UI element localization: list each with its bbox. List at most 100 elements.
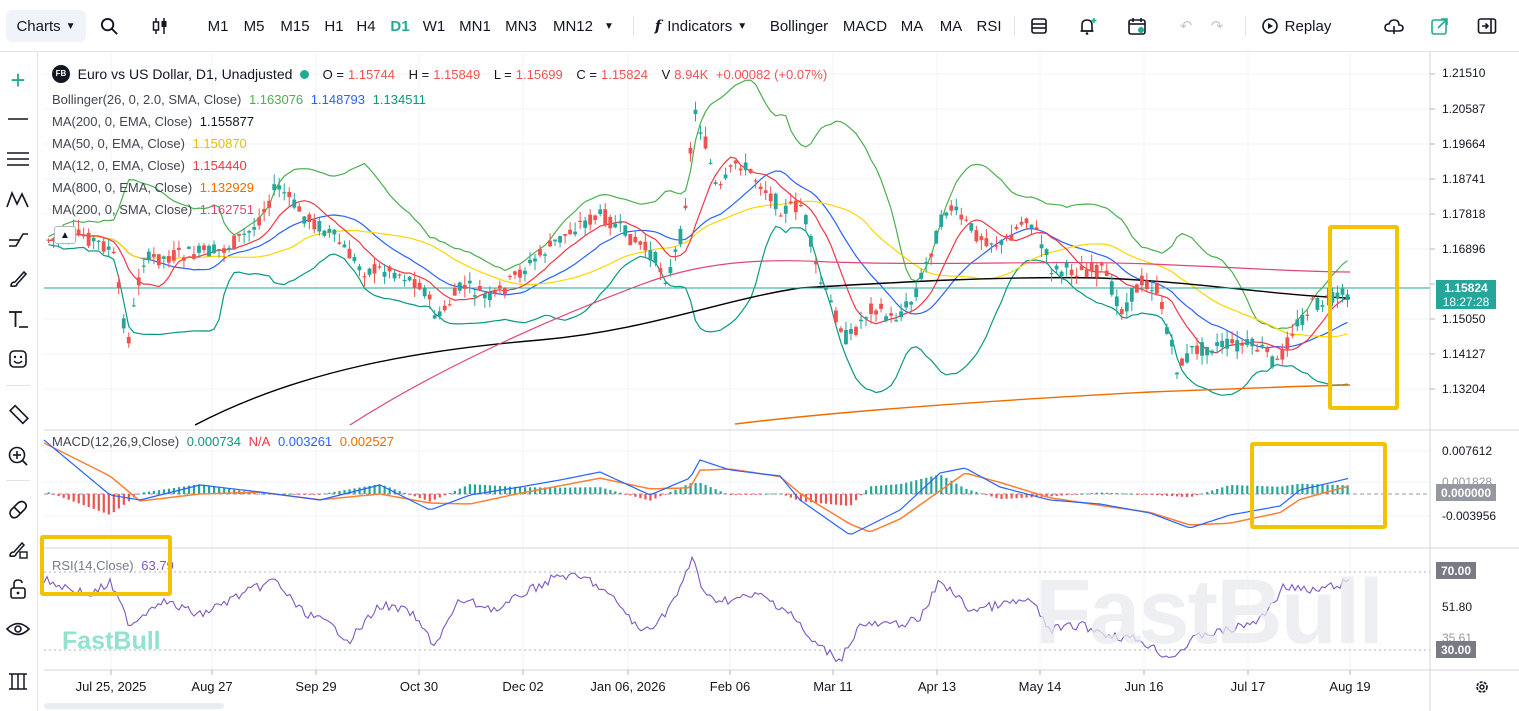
macd-histogram-bar	[920, 478, 923, 494]
cloud-save-button[interactable]	[1380, 10, 1408, 42]
alert-button[interactable]	[1075, 10, 1101, 42]
macd-histogram-bar	[1341, 485, 1344, 494]
quick-indicator-macd[interactable]: MACD	[840, 10, 890, 42]
lock-tool[interactable]	[4, 575, 32, 603]
macd-histogram-bar	[799, 494, 803, 502]
redo-button[interactable]: ↷	[1205, 10, 1229, 42]
timeframe-m1[interactable]: M1	[203, 10, 233, 42]
macd-histogram-bar	[1276, 486, 1279, 494]
ruler-tool[interactable]	[4, 400, 32, 428]
macd-histogram-bar	[323, 493, 326, 495]
quick-indicator-ma-2[interactable]: MA	[936, 10, 966, 42]
bollinger-legend[interactable]: Bollinger(26, 0, 2.0, SMA, Close) 1.1630…	[52, 92, 430, 107]
timeframe-h1[interactable]: H1	[320, 10, 348, 42]
macd-histogram-bar	[67, 494, 70, 500]
candle	[889, 313, 893, 316]
candle	[984, 238, 989, 247]
indicators-button[interactable]: f Indicators ▼	[647, 10, 755, 42]
candle	[51, 238, 56, 240]
candle	[1079, 265, 1084, 271]
pattern-tool[interactable]	[4, 185, 32, 213]
quick-indicator-rsi[interactable]: RSI	[973, 10, 1005, 42]
macd-histogram-bar	[202, 484, 206, 494]
text-tool[interactable]	[4, 305, 32, 333]
macd-histogram-bar	[1211, 490, 1214, 494]
zoom-in-tool[interactable]	[4, 442, 32, 470]
macd-histogram-bar	[1316, 484, 1319, 494]
projection-tool[interactable]	[4, 225, 32, 253]
candle	[829, 300, 833, 303]
rsi-legend[interactable]: RSI(14,Close) 63.79	[52, 558, 178, 573]
macd-legend[interactable]: MACD(12,26,9,Close) 0.000734 N/A 0.00326…	[52, 434, 398, 449]
ma200sma-legend[interactable]: MA(200, 0, SMA, Close) 1.162751	[52, 202, 258, 217]
templates-button[interactable]	[1026, 10, 1052, 42]
timeframe-h4[interactable]: H4	[352, 10, 380, 42]
macd-histogram-bar	[734, 494, 737, 495]
bottom-scrollbar[interactable]	[44, 703, 224, 709]
macd-histogram-bar	[1000, 494, 1003, 499]
candle	[1019, 221, 1024, 225]
quick-indicator-ma[interactable]: MA	[897, 10, 927, 42]
trend-line-tool[interactable]	[4, 105, 32, 133]
fastbull-logo: FastBull	[62, 627, 161, 655]
macd-histogram-bar	[824, 494, 828, 504]
macd-histogram-bar	[513, 486, 517, 494]
draw-mode-tool[interactable]	[4, 535, 32, 563]
search-button[interactable]	[95, 10, 123, 42]
candle	[477, 285, 482, 291]
timeframe-mn1[interactable]: MN1	[455, 10, 495, 42]
ma12ema-legend[interactable]: MA(12, 0, EMA, Close) 1.154440	[52, 158, 251, 173]
chart-settings-button[interactable]	[1472, 677, 1492, 697]
candle	[798, 204, 803, 207]
timeframe-m15[interactable]: M15	[277, 10, 313, 42]
candle	[322, 230, 327, 236]
macd-histogram-bar	[308, 494, 311, 495]
candle	[1190, 345, 1194, 348]
crosshair-tool[interactable]: +	[4, 65, 32, 95]
time-axis-label: Jul 17	[1230, 679, 1266, 694]
calendar-button[interactable]	[1124, 10, 1150, 42]
price-axis-label: 1.17818	[1442, 207, 1486, 221]
candle	[934, 230, 939, 244]
timeframe-m5[interactable]: M5	[239, 10, 269, 42]
visibility-tool[interactable]	[4, 615, 32, 643]
emoji-tool[interactable]	[4, 345, 32, 373]
candle	[1220, 340, 1225, 348]
open-external-button[interactable]	[1425, 10, 1453, 42]
timeframe-w1[interactable]: W1	[419, 10, 449, 42]
macd-histogram-bar	[694, 482, 697, 494]
ma200ema-legend[interactable]: MA(200, 0, EMA, Close) 1.155877	[52, 114, 258, 129]
macd-histogram-bar	[729, 494, 732, 496]
panel-collapse-icon	[1477, 18, 1497, 34]
charts-menu-button[interactable]: Charts ▼	[6, 10, 86, 42]
replay-button[interactable]: Replay	[1258, 10, 1334, 42]
candle	[1004, 235, 1009, 238]
timeframe-label: M1	[207, 17, 229, 35]
timeframe-more-button[interactable]: ▼	[600, 10, 618, 42]
timeframe-mn12[interactable]: MN12	[550, 10, 596, 42]
collapse-panel-button[interactable]	[1473, 10, 1501, 42]
macd-histogram-bar	[584, 487, 587, 494]
macd-histogram-bar	[1180, 494, 1184, 497]
candle	[202, 245, 206, 251]
macd-histogram-bar	[1060, 494, 1063, 496]
object-tree-tool[interactable]	[4, 667, 32, 695]
quick-indicator-bollinger[interactable]: Bollinger	[765, 10, 833, 42]
brush-tool[interactable]	[4, 265, 32, 293]
collapse-legend-button[interactable]: ▲	[54, 226, 76, 244]
bollinger-mid-line	[48, 170, 1348, 349]
brush-lock-icon	[9, 541, 28, 559]
ma800ema-legend[interactable]: MA(800, 0, EMA, Close) 1.132929	[52, 180, 258, 195]
macd-histogram-bar	[1266, 486, 1269, 494]
undo-button[interactable]: ↶	[1174, 10, 1198, 42]
candle	[217, 249, 221, 251]
timeframe-d1[interactable]: D1	[386, 10, 414, 42]
macd-histogram-bar	[995, 494, 998, 498]
replay-label: Replay	[1284, 17, 1332, 35]
magnet-tool[interactable]	[4, 495, 32, 523]
ma50ema-legend[interactable]: MA(50, 0, EMA, Close) 1.150870	[52, 136, 251, 151]
fib-tool[interactable]	[4, 145, 32, 173]
chart-type-button[interactable]	[146, 10, 174, 42]
timeframe-mn3[interactable]: MN3	[500, 10, 542, 42]
